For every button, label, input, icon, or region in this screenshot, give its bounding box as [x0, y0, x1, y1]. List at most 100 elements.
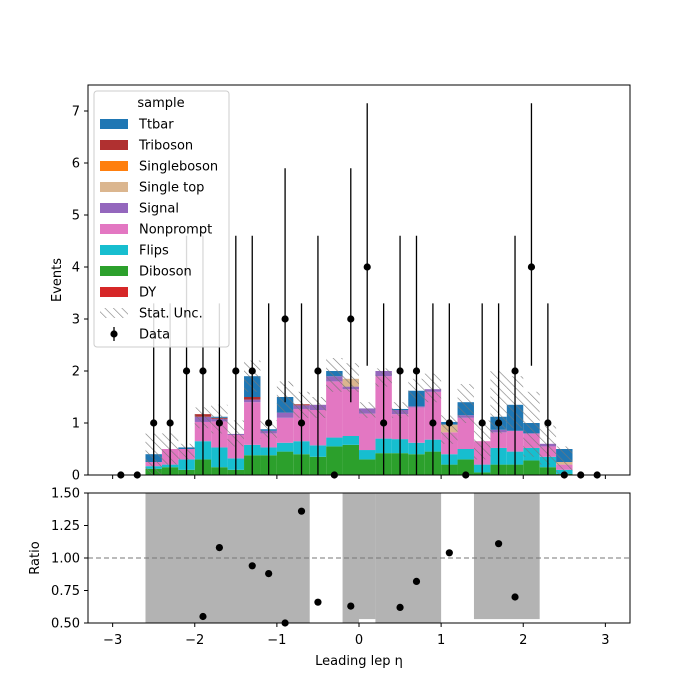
bar-nonprompt	[359, 413, 376, 451]
ratio-point	[248, 562, 256, 570]
ratio-y-tick-label: 1.25	[51, 519, 80, 534]
legend-swatch-signal	[100, 203, 128, 213]
stat-unc-band	[359, 402, 376, 418]
bar-signal	[276, 412, 294, 418]
stat-unc-band	[556, 446, 573, 475]
legend-label: Triboson	[138, 139, 193, 154]
legend-swatch-stat-unc	[100, 308, 128, 318]
legend-swatch-data-marker	[110, 330, 118, 338]
ratio-y-tick-label: 1.00	[51, 552, 80, 567]
ratio-unc-band	[473, 493, 540, 620]
bar-flips	[359, 450, 376, 460]
data-point	[281, 315, 289, 323]
data-point	[527, 263, 536, 271]
ratio-plot: 0.50 0.75 1.00 1.25 1.50 −3 −2 −1 0 1 2 3 Ratio Le…	[28, 487, 631, 669]
legend-swatch-diboson	[100, 266, 128, 276]
legend-swatch-nonprompt	[100, 224, 128, 234]
data-point	[265, 419, 273, 427]
ratio-y-axis-label: Ratio	[28, 541, 43, 574]
legend-swatch-triboson	[100, 140, 128, 150]
data-point	[297, 419, 306, 427]
legend-swatch-dy	[100, 287, 128, 297]
main-y-axis: 0 1 2 3 4 5 6 7	[72, 105, 88, 484]
ratio-x-tick-label: −3	[103, 633, 122, 648]
main-y-tick-label: 6	[72, 157, 80, 172]
bar-flips	[342, 436, 359, 445]
legend-swatch-ttbar	[100, 119, 128, 129]
data-point	[199, 367, 207, 375]
bar-nonprompt	[326, 381, 343, 438]
ratio-x-tick-label: −1	[267, 633, 286, 648]
data-point	[314, 367, 322, 375]
data-point	[478, 419, 486, 427]
ratio-y-tick-label: 1.50	[51, 487, 80, 502]
main-y-tick-label: 2	[72, 365, 80, 380]
data-point	[248, 367, 256, 375]
data-point	[396, 367, 404, 375]
data-point	[232, 367, 240, 375]
ratio-point	[215, 544, 223, 552]
main-y-tick-label: 0	[72, 469, 80, 484]
data-point	[511, 367, 519, 375]
data-point	[380, 419, 388, 427]
legend-label: Signal	[139, 202, 179, 217]
ratio-point	[314, 598, 322, 606]
data-point	[182, 367, 191, 375]
legend-label: Nonprompt	[139, 223, 212, 238]
bar-nonprompt	[342, 389, 359, 436]
ratio-unc-band	[342, 493, 359, 623]
data-point	[544, 419, 552, 427]
ratio-point	[495, 540, 503, 548]
data-point	[215, 419, 223, 427]
ratio-x-tick-label: 2	[519, 633, 527, 648]
legend-box	[93, 90, 230, 348]
stat-unc-band	[523, 391, 540, 457]
bar-diboson	[359, 459, 376, 475]
ratio-point	[297, 507, 306, 515]
legend-swatch-single-top	[100, 182, 128, 192]
bar-diboson	[326, 446, 343, 475]
bar-flips	[276, 442, 294, 452]
data-point	[150, 419, 158, 427]
ratio-y-tick-label: 0.75	[51, 584, 80, 599]
legend-items: Ttbar Triboson Singleboson Single top Signal…	[100, 118, 218, 343]
x-axis-label: Leading lep η	[315, 654, 403, 669]
data-point	[495, 419, 503, 427]
legend-label: Ttbar	[138, 118, 174, 133]
ratio-x-tick-label: 1	[437, 633, 445, 648]
bar-diboson	[276, 451, 294, 475]
ratio-x-tick-label: 3	[601, 633, 609, 648]
main-plot: 0 1 2 3 4 5 6 7 Events sample Ttbar Triboson Sing…	[50, 84, 631, 484]
ratio-x-tick-label: 0	[355, 633, 363, 648]
data-point	[166, 419, 174, 427]
ratio-y-tick-label: 0.50	[51, 617, 80, 632]
ratio-x-tick-label: −2	[185, 633, 204, 648]
legend-label: Singleboson	[139, 160, 218, 175]
ratio-point	[396, 603, 404, 612]
ratio-point	[445, 549, 453, 557]
legend-label: Data	[139, 328, 170, 343]
ratio-y-axis: 0.50 0.75 1.00 1.25 1.50	[51, 487, 88, 632]
legend-swatch-singleboson	[100, 161, 128, 171]
ratio-point	[265, 570, 273, 578]
main-y-tick-label: 7	[72, 105, 80, 120]
ratio-points	[199, 507, 519, 627]
bar-diboson	[523, 460, 540, 475]
legend-swatch-flips	[100, 245, 128, 255]
stat-unc-band	[457, 384, 474, 423]
main-y-tick-label: 5	[72, 209, 80, 224]
data-point	[429, 419, 437, 427]
main-y-tick-label: 1	[72, 417, 80, 432]
ratio-x-axis: −3 −2 −1 0 1 2 3	[103, 623, 610, 648]
bar-diboson	[342, 444, 359, 475]
legend-label: Flips	[139, 244, 169, 259]
data-point	[412, 367, 421, 375]
legend-label: DY	[139, 286, 156, 301]
main-y-tick-label: 3	[72, 313, 80, 328]
ratio-point	[412, 577, 421, 586]
main-y-tick-label: 4	[72, 261, 80, 276]
bar-nonprompt	[457, 417, 474, 449]
legend-title: sample	[137, 96, 184, 111]
data-point	[347, 315, 355, 323]
